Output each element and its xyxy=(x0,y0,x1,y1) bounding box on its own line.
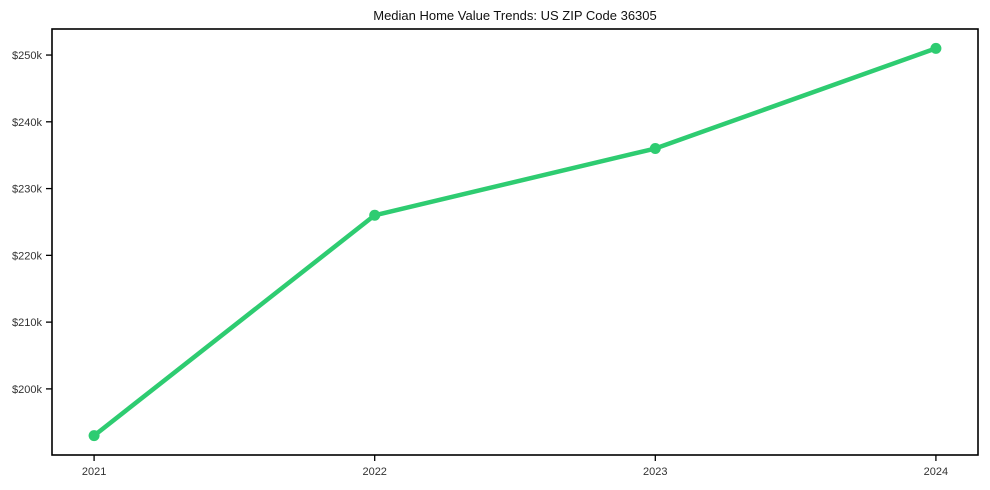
x-tick-label: 2022 xyxy=(362,466,386,478)
x-tick-label: 2024 xyxy=(924,466,948,478)
x-tick-label: 2023 xyxy=(643,466,667,478)
chart-title: Median Home Value Trends: US ZIP Code 36… xyxy=(373,8,657,23)
y-tick-label: $220k xyxy=(12,250,42,262)
series-line xyxy=(91,46,939,438)
data-point-marker xyxy=(369,209,381,221)
data-point-marker xyxy=(88,430,100,442)
data-point-marker xyxy=(649,143,661,155)
data-point-marker xyxy=(930,42,942,54)
y-tick-label: $240k xyxy=(12,117,42,129)
y-tick-label: $230k xyxy=(12,184,42,196)
y-tick-label: $210k xyxy=(12,317,42,329)
y-tick-label: $250k xyxy=(12,50,42,62)
plot-border xyxy=(51,28,979,456)
y-tick-label: $200k xyxy=(12,384,42,396)
x-tick-label: 2021 xyxy=(82,466,106,478)
